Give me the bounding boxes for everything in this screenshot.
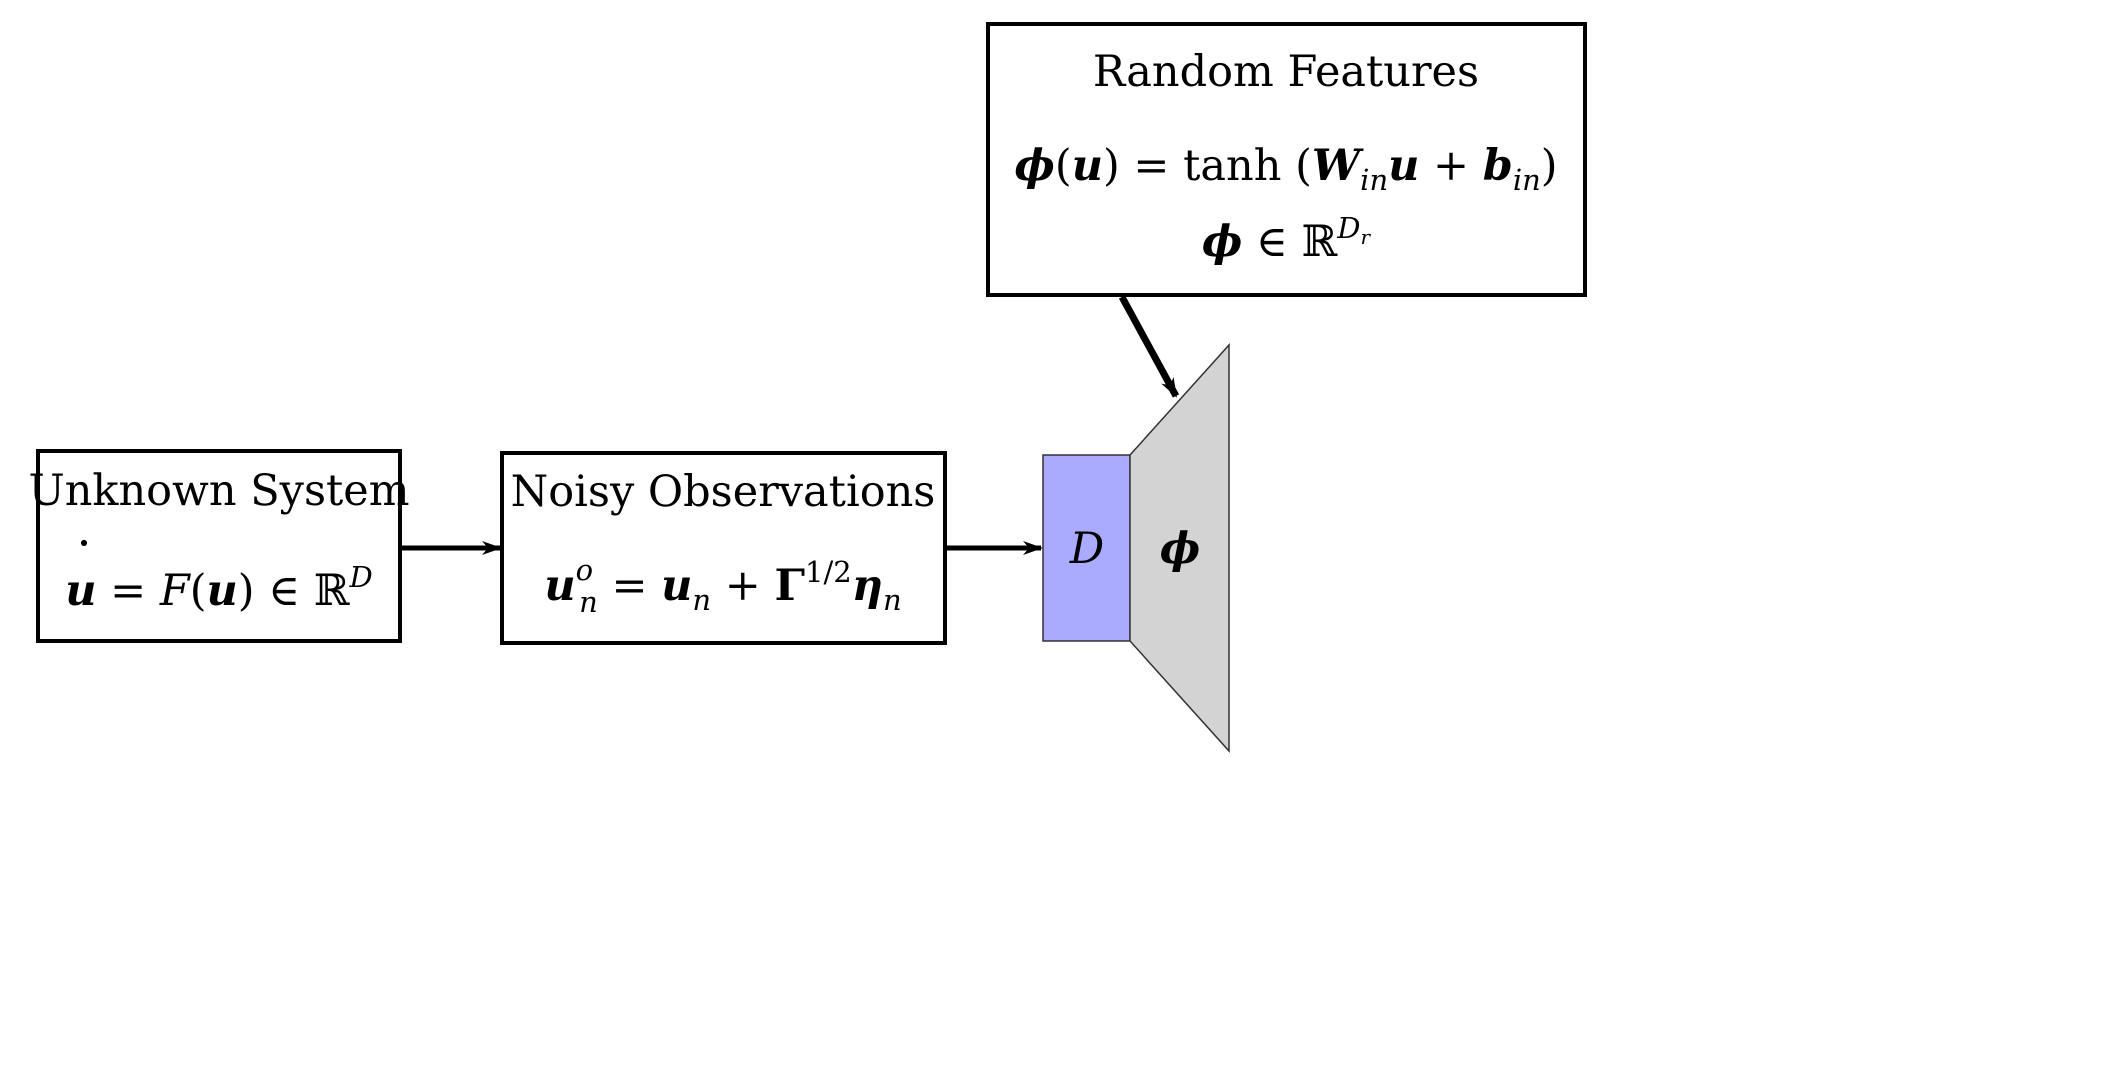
eq-equals: =	[598, 561, 661, 611]
eq1-phi: ϕ	[1014, 141, 1054, 191]
random-features-block: Random Features ϕ(u) = tanh (Winu + bin)…	[986, 22, 1587, 297]
eq2-phi: ϕ	[1202, 217, 1242, 267]
eq1-close-equals: ) =	[1103, 141, 1183, 191]
eq1-plus: +	[1419, 141, 1482, 191]
feature-layer-block	[1129, 343, 1230, 753]
eq-paren-open: (	[190, 566, 207, 616]
eq-equals: =	[97, 566, 160, 616]
eq-sup-half: 1/2	[805, 555, 852, 589]
eq2-R: ℝ	[1302, 217, 1338, 267]
eq-sup-D: D	[348, 560, 372, 594]
unknown-system-equation: u = F(u) ∈ ℝD	[65, 560, 373, 616]
eq-in: ∈	[255, 566, 314, 616]
arrow-features-to-layer	[1118, 295, 1180, 398]
random-features-equation-1: ϕ(u) = tanh (Winu + bin)	[1014, 141, 1557, 197]
eq1-open: (	[1055, 141, 1072, 191]
eq-F: F	[159, 566, 192, 616]
eq-dot-accent: ˙	[73, 535, 95, 585]
random-features-title: Random Features	[1093, 47, 1479, 97]
eq-sup-o: o	[576, 553, 593, 587]
noisy-observations-equation: uo n = un + Γ1/2ηn	[544, 553, 901, 619]
eq1-u2: u	[1388, 141, 1419, 191]
input-layer-label: D	[1069, 524, 1104, 574]
eq-u-obs: u	[544, 561, 575, 611]
eq-paren-close: )	[238, 566, 255, 616]
unknown-system-title: Unknown System	[28, 466, 409, 516]
eq2-sup-D: D	[1336, 211, 1360, 245]
feature-layer-label: ϕ	[1160, 524, 1200, 574]
random-features-box	[986, 22, 1587, 297]
eq-R: ℝ	[314, 566, 350, 616]
eq1-tanh: tanh	[1183, 141, 1281, 191]
eq-sub-n2: n	[692, 583, 711, 617]
eq1-b: b	[1483, 141, 1513, 191]
noisy-observations-block: Noisy Observations uo n = un + Γ1/2ηn	[500, 451, 947, 645]
eq1-rparen: )	[1541, 141, 1558, 191]
eq-sub-n: n	[579, 585, 598, 619]
eq-u-n: u	[661, 561, 692, 611]
eq1-sub-in: in	[1360, 163, 1388, 197]
eq2-sup-r: r	[1361, 225, 1372, 249]
eq1-u: u	[1072, 141, 1103, 191]
eq-sub-n3: n	[883, 583, 902, 617]
unknown-system-box	[36, 449, 402, 643]
eq-eta: η	[852, 561, 883, 611]
noisy-observations-title: Noisy Observations	[511, 467, 936, 517]
eq-u-dot: u	[65, 566, 96, 616]
eq1-lparen: (	[1281, 141, 1311, 191]
eq1-sub-in2: in	[1513, 163, 1541, 197]
noisy-observations-box	[500, 451, 947, 645]
eq-plus: +	[711, 561, 774, 611]
random-features-equation-2: ϕ ∈ ℝDr	[1202, 211, 1372, 267]
eq-gamma: Γ	[774, 561, 805, 611]
eq1-W: W	[1312, 141, 1364, 191]
eq-u: u	[207, 566, 238, 616]
input-layer-block	[1042, 454, 1131, 642]
unknown-system-block: Unknown System u = F(u) ∈ ℝD ˙	[28, 449, 410, 643]
eq2-in: ∈	[1242, 217, 1301, 267]
